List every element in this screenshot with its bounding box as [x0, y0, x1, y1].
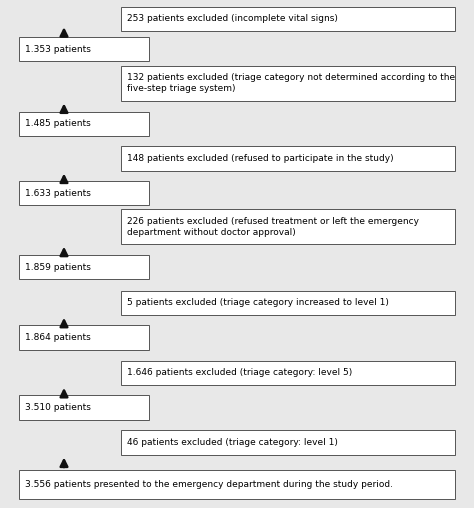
FancyBboxPatch shape: [121, 209, 455, 244]
Text: 253 patients excluded (incomplete vital signs): 253 patients excluded (incomplete vital …: [127, 14, 337, 23]
FancyBboxPatch shape: [19, 37, 149, 61]
Text: 46 patients excluded (triage category: level 1): 46 patients excluded (triage category: l…: [127, 438, 337, 447]
Text: 1.646 patients excluded (triage category: level 5): 1.646 patients excluded (triage category…: [127, 368, 352, 377]
FancyBboxPatch shape: [121, 430, 455, 455]
FancyBboxPatch shape: [121, 146, 455, 171]
Text: 148 patients excluded (refused to participate in the study): 148 patients excluded (refused to partic…: [127, 154, 393, 163]
FancyBboxPatch shape: [19, 325, 149, 350]
FancyBboxPatch shape: [121, 66, 455, 101]
Text: 1.353 patients: 1.353 patients: [25, 45, 91, 54]
Text: 226 patients excluded (refused treatment or left the emergency
department withou: 226 patients excluded (refused treatment…: [127, 216, 419, 237]
Text: 1.633 patients: 1.633 patients: [25, 188, 91, 198]
Text: 1.864 patients: 1.864 patients: [25, 333, 91, 342]
Text: 1.485 patients: 1.485 patients: [25, 119, 91, 129]
Text: 3.510 patients: 3.510 patients: [25, 403, 91, 412]
FancyBboxPatch shape: [19, 181, 149, 205]
FancyBboxPatch shape: [121, 291, 455, 315]
FancyBboxPatch shape: [19, 470, 455, 499]
FancyBboxPatch shape: [19, 112, 149, 136]
Text: 1.859 patients: 1.859 patients: [25, 263, 91, 272]
FancyBboxPatch shape: [19, 255, 149, 279]
Text: 132 patients excluded (triage category not determined according to the
five-step: 132 patients excluded (triage category n…: [127, 73, 455, 93]
FancyBboxPatch shape: [121, 361, 455, 385]
Text: 5 patients excluded (triage category increased to level 1): 5 patients excluded (triage category inc…: [127, 298, 388, 307]
FancyBboxPatch shape: [19, 395, 149, 420]
FancyBboxPatch shape: [121, 7, 455, 31]
Text: 3.556 patients presented to the emergency department during the study period.: 3.556 patients presented to the emergenc…: [25, 480, 392, 489]
